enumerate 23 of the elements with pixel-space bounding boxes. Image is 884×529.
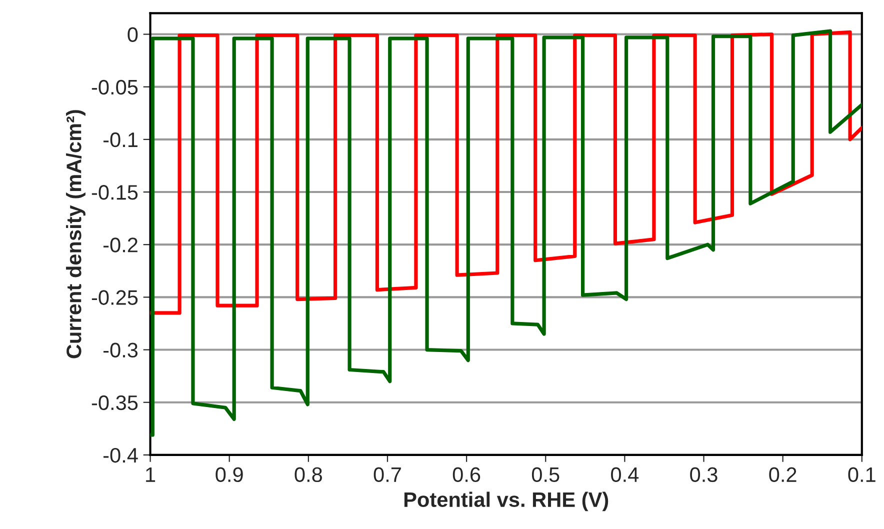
y-tick-label: -0.25 xyxy=(92,290,138,305)
x-tick-label: 0.5 xyxy=(532,467,560,482)
y-tick-label: -0.35 xyxy=(92,395,138,410)
x-tick-label: 0.7 xyxy=(374,467,401,482)
x-tick-label: 0.6 xyxy=(452,467,480,482)
x-tick-label: 0.4 xyxy=(611,467,639,482)
x-axis-title: Potential vs. RHE (V) xyxy=(404,492,608,512)
y-tick-label: -0.1 xyxy=(104,132,138,148)
line-series xyxy=(150,30,862,315)
y-tick-label: 0 xyxy=(128,27,138,42)
x-tick-label: 0.3 xyxy=(690,467,718,482)
y-tick-label: -0.3 xyxy=(104,342,138,358)
x-tick-label: 1 xyxy=(146,468,156,482)
x-tick-label: 0.1 xyxy=(848,467,876,482)
y-tick-label: -0.05 xyxy=(92,80,138,95)
y-axis-title: Current density (mA/cm²) xyxy=(66,110,86,358)
y-tick-label: -0.2 xyxy=(104,238,138,252)
x-tick-label: 0.8 xyxy=(294,467,322,482)
x-tick-label: 0.2 xyxy=(769,467,796,482)
y-tick-label: -0.15 xyxy=(92,185,138,200)
y-tick-label: -0.4 xyxy=(104,448,138,463)
line-series xyxy=(150,29,862,437)
x-tick-label: 0.9 xyxy=(216,467,243,482)
